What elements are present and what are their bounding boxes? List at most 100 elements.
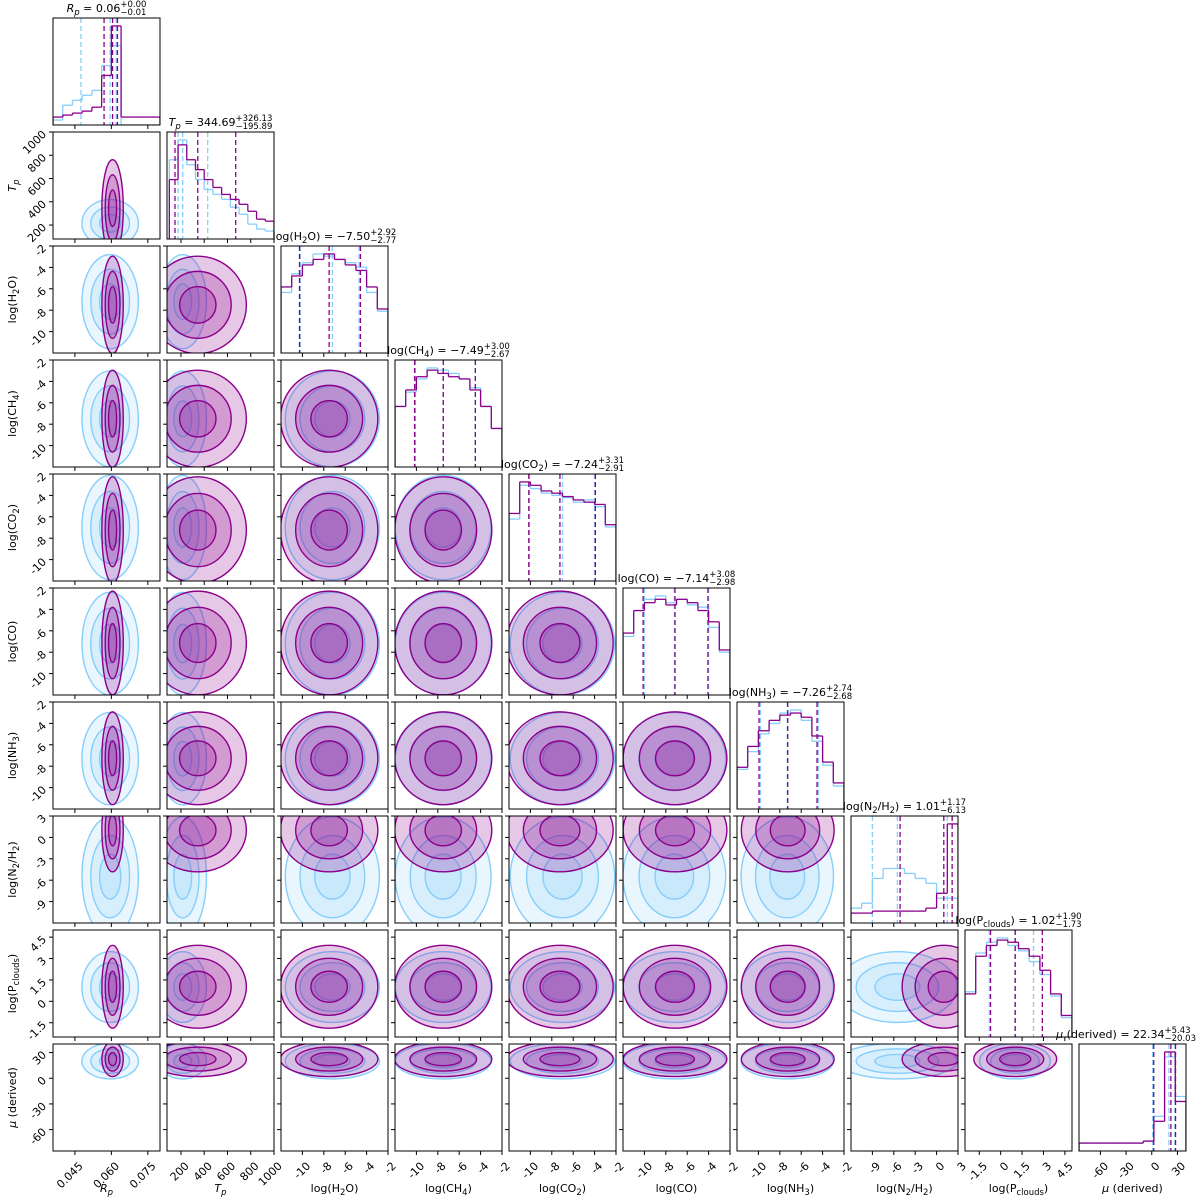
panel-frame (508, 815, 617, 924)
x-axis-label: Rp (100, 1182, 113, 1198)
density-contour (755, 816, 821, 860)
x-tick-label: -8 (774, 1160, 791, 1177)
text-part: 2 (12, 846, 22, 851)
text-part: log(NH (729, 686, 767, 699)
x-tick-label: -4 (816, 1160, 833, 1177)
x-axis-label: log(H2O) (311, 1182, 359, 1198)
density-contour (395, 944, 493, 1029)
panel (509, 816, 616, 923)
text-part: ) (582, 1182, 586, 1195)
y-tick-label: -4 (32, 491, 49, 508)
text-part: 2 (923, 1188, 928, 1198)
density-contour (294, 725, 364, 791)
panel (973, 1044, 1058, 1080)
x-tick-label: -3 (909, 1160, 926, 1177)
density-contour (107, 970, 118, 1004)
density-contour (299, 490, 366, 565)
text-part: p (12, 179, 22, 185)
panel-frame (622, 701, 731, 810)
panel-frame (622, 587, 731, 696)
panel-frame (622, 815, 731, 924)
panel (623, 816, 728, 923)
text-part: /H (878, 800, 890, 813)
text-part: 3 (766, 692, 771, 702)
y-tick-label: -10 (27, 442, 49, 464)
x-tick-label: -8 (546, 1160, 563, 1177)
text-part: ) = −7.26 (772, 686, 826, 699)
panel (167, 369, 248, 467)
density-contour (874, 1053, 921, 1069)
x-tick-label: -8 (660, 1160, 677, 1177)
density-contour (107, 189, 118, 228)
text-part: log(H (6, 294, 19, 323)
hist-step-riser (281, 253, 388, 353)
panel-frame (622, 1043, 731, 1152)
panel-frame (280, 245, 389, 354)
density-contour (740, 944, 835, 1029)
text-part: 4 (12, 394, 22, 399)
text-part: log(NH (767, 1182, 805, 1195)
density-contour (654, 1051, 696, 1067)
panel (509, 1044, 616, 1080)
x-tick-label: 4.5 (1054, 1160, 1076, 1182)
panel-title: log(N2/H2) = 1.01+1.17 −6.13 (843, 798, 966, 816)
x-axis-label: log(NH3) (767, 1182, 814, 1198)
x-tick-label: -4 (702, 1160, 719, 1177)
density-contour (167, 268, 200, 335)
density-contour (424, 816, 463, 847)
text-part: log(P (989, 1182, 1017, 1195)
density-contour (424, 622, 463, 664)
panel-frame (1078, 1043, 1187, 1152)
panel (623, 711, 728, 806)
panel (623, 944, 728, 1029)
x-tick-label: 0 (1148, 1160, 1162, 1174)
text-part: 2 (12, 863, 22, 868)
density-contour (173, 283, 193, 320)
density-contour (539, 970, 581, 1004)
density-contour (167, 711, 208, 806)
panel (395, 590, 493, 695)
panel-frame (850, 815, 959, 924)
panel-frame (52, 131, 161, 240)
density-contour (424, 740, 463, 777)
panel-frame (736, 929, 845, 1038)
density-contour (294, 384, 364, 453)
x-tick-label: 3 (1040, 1160, 1054, 1174)
panel (81, 253, 140, 353)
panel-title: μ (derived) = 22.34+5.43 −20.03 (1055, 1026, 1196, 1044)
density-contour (740, 1044, 835, 1078)
text-part: ) = 1.02 (1011, 914, 1056, 927)
text-part: +3.08 (709, 570, 735, 580)
density-contour (509, 816, 616, 923)
density-contour (654, 853, 695, 900)
y-tick-label: 1.5 (28, 976, 50, 998)
y-tick-label: -6 (32, 285, 49, 302)
density-contour (638, 1046, 712, 1072)
y-tick-label: 0 (35, 833, 49, 847)
y-tick-label: 4.5 (28, 933, 50, 955)
text-part: log(CO (6, 513, 19, 551)
text-part: O) (345, 1182, 358, 1195)
density-contour (299, 962, 366, 1013)
text-part: ) = −7.24 (544, 458, 598, 471)
text-part: 2 (890, 806, 895, 816)
density-contour (294, 957, 364, 1016)
hist-step-riser (168, 144, 274, 239)
text-part: log(CO (539, 1182, 577, 1195)
text-part: ) (6, 732, 19, 736)
density-contour (310, 399, 349, 438)
density-contour (310, 816, 349, 847)
density-contour (281, 816, 379, 873)
density-contour (901, 944, 958, 1029)
density-contour (424, 1051, 463, 1067)
panel-frame (508, 1043, 617, 1152)
panel (509, 944, 616, 1029)
panel (81, 816, 140, 923)
panel (740, 816, 835, 923)
density-contour (539, 622, 581, 664)
text-part: O) = −7.50 (307, 230, 370, 243)
panel (395, 816, 493, 923)
text-part: (derived) (1109, 1182, 1163, 1195)
text-part: −2.68 (826, 692, 852, 702)
